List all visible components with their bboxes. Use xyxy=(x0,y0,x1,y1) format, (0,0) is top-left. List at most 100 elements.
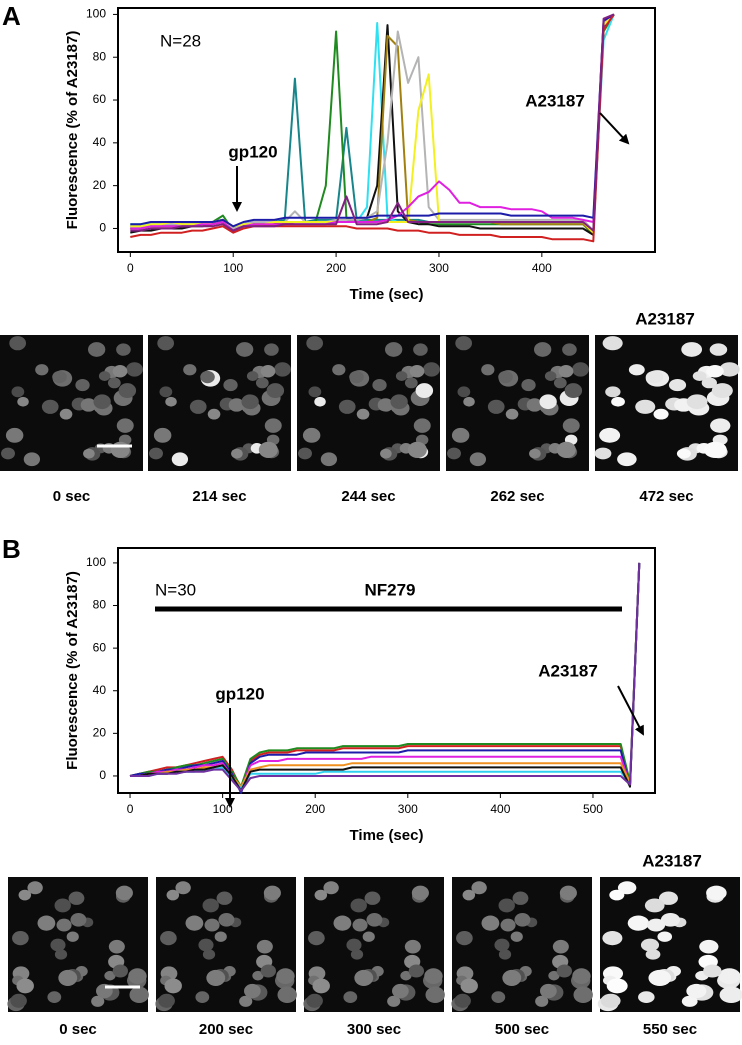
cell xyxy=(686,394,708,410)
cell xyxy=(413,343,428,356)
x-tick-label: 200 xyxy=(305,802,325,816)
cell xyxy=(16,978,34,994)
plot-frame xyxy=(117,547,656,794)
cell xyxy=(50,938,66,952)
cell xyxy=(424,968,443,984)
trace xyxy=(130,13,615,243)
cell xyxy=(223,379,238,392)
cell xyxy=(609,889,625,901)
x-axis-title: Time (sec) xyxy=(350,827,424,844)
cell xyxy=(640,938,660,952)
cell xyxy=(10,993,27,1008)
cell xyxy=(605,386,621,398)
cell xyxy=(628,364,645,376)
cell xyxy=(266,383,285,399)
image-caption: 244 sec xyxy=(341,488,395,505)
cell xyxy=(366,913,383,927)
cell xyxy=(23,452,41,467)
cell xyxy=(185,915,204,931)
cell xyxy=(110,441,130,458)
cell xyxy=(70,913,87,927)
cell xyxy=(9,336,27,351)
cell xyxy=(456,931,473,946)
trace xyxy=(130,13,615,232)
cell xyxy=(692,371,707,381)
cell xyxy=(553,377,567,389)
cell xyxy=(425,986,445,1004)
cell xyxy=(617,881,637,895)
cell xyxy=(390,394,408,410)
cell xyxy=(108,939,125,954)
cell xyxy=(343,991,358,1003)
cell xyxy=(533,342,552,357)
cell xyxy=(298,447,312,460)
cell xyxy=(635,399,656,414)
cell xyxy=(80,398,97,412)
cell xyxy=(206,969,226,986)
cell xyxy=(338,399,356,414)
cell xyxy=(404,377,418,389)
cell xyxy=(703,964,722,978)
cell xyxy=(104,970,116,981)
cell xyxy=(260,964,276,978)
trace xyxy=(129,562,641,794)
cell xyxy=(491,991,506,1003)
cell xyxy=(260,364,276,378)
x-tick-label: 200 xyxy=(326,261,346,275)
image-header: A23187 xyxy=(642,851,702,870)
cell xyxy=(1,447,15,460)
cell xyxy=(413,418,431,433)
cell xyxy=(93,394,111,410)
cell xyxy=(276,968,295,984)
y-tick-label: 60 xyxy=(93,640,107,654)
image-caption: 0 sec xyxy=(59,1021,97,1038)
x-tick-label: 0 xyxy=(127,261,134,275)
plot-frame xyxy=(117,7,656,253)
cell xyxy=(638,991,655,1003)
cell xyxy=(332,364,346,376)
cell xyxy=(552,939,569,954)
y-tick-label: 0 xyxy=(99,768,106,782)
cell xyxy=(160,931,177,946)
cell xyxy=(463,396,475,407)
cell xyxy=(264,418,282,433)
cell xyxy=(573,986,593,1004)
cell xyxy=(256,939,273,954)
cell xyxy=(498,898,515,913)
cell xyxy=(415,383,434,399)
y-tick-label: 100 xyxy=(86,555,106,569)
cell xyxy=(27,881,43,895)
cell xyxy=(207,408,221,420)
cell xyxy=(165,396,177,407)
cell xyxy=(395,371,408,381)
cell xyxy=(171,452,189,467)
cell xyxy=(540,983,557,999)
cell xyxy=(87,342,106,357)
arrow xyxy=(617,685,644,736)
cell xyxy=(372,379,387,392)
cell xyxy=(617,452,637,467)
cell xyxy=(17,396,29,407)
annotation: A23187 xyxy=(525,91,585,110)
cell xyxy=(126,362,143,377)
image-caption: 550 sec xyxy=(643,1021,697,1038)
cell xyxy=(500,918,516,932)
cell xyxy=(602,336,623,351)
cell xyxy=(68,891,85,905)
cell xyxy=(719,986,742,1004)
cell xyxy=(423,362,440,377)
cell xyxy=(308,386,322,398)
cell xyxy=(676,448,691,459)
cell xyxy=(159,386,173,398)
trace xyxy=(130,13,615,228)
cell xyxy=(54,949,68,960)
cell xyxy=(54,898,71,913)
cell xyxy=(200,370,215,384)
x-axis-title: Time (sec) xyxy=(350,286,424,303)
x-tick-label: 300 xyxy=(398,802,418,816)
cell xyxy=(660,913,681,927)
cell xyxy=(41,399,59,414)
cell xyxy=(258,441,278,458)
cell xyxy=(645,370,664,384)
cell xyxy=(535,995,549,1007)
